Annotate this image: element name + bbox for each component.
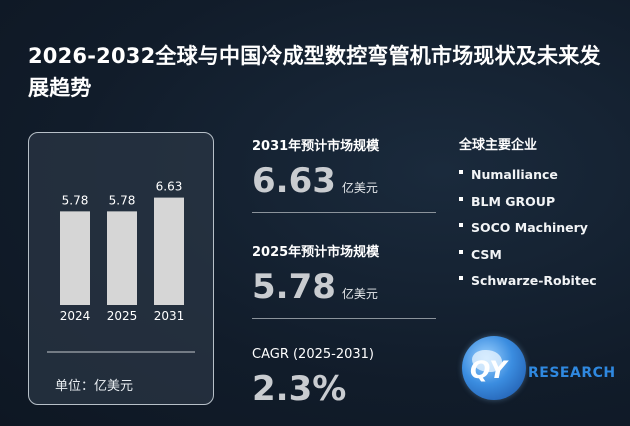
bar-2031 xyxy=(154,197,184,305)
logo-qy: QY xyxy=(470,356,507,384)
bar-2025 xyxy=(107,211,137,305)
stat-2025-unit: 亿美元 xyxy=(341,287,378,301)
value-label: 5.78 xyxy=(109,193,136,207)
x-tick-label: 2031 xyxy=(154,309,185,323)
stat-cagr-value: 2.3% xyxy=(252,369,347,409)
page-title: 2026-2032全球与中国冷成型数控弯管机市场现状及未来发展趋势 xyxy=(28,44,601,100)
stat-cagr-label: CAGR (2025-2031) xyxy=(252,347,374,362)
company-item: SOCO Machinery xyxy=(459,220,597,247)
qyresearch-logo: QY RESEARCH xyxy=(462,336,615,406)
bar-2024 xyxy=(60,211,90,305)
globe-icon xyxy=(462,336,526,400)
stat-2031: 2031年预计市场规模 6.63 亿美元 xyxy=(252,135,379,198)
bar-chart: 5.78 2024 5.78 2025 6.63 2031 xyxy=(47,180,195,353)
company-item: BLM GROUP xyxy=(459,194,597,221)
divider xyxy=(252,212,436,213)
value-label: 5.78 xyxy=(62,193,89,207)
divider xyxy=(252,318,436,319)
stat-cagr: CAGR (2025-2031) 2.3% xyxy=(252,347,374,406)
company-item: Numalliance xyxy=(459,167,597,194)
company-item: CSM xyxy=(459,247,597,274)
stat-2031-value: 6.63 xyxy=(252,161,336,201)
companies-section: 全球主要企业 Numalliance BLM GROUP SOCO Machin… xyxy=(459,134,597,300)
value-label: 6.63 xyxy=(156,180,183,194)
chart-card: 5.78 2024 5.78 2025 6.63 2031 单位：亿美元 xyxy=(28,132,214,405)
x-tick-label: 2024 xyxy=(60,309,91,323)
company-item: Schwarze-Robitec xyxy=(459,273,597,300)
unit-label: 单位：亿美元 xyxy=(55,379,134,394)
logo-research: RESEARCH xyxy=(528,365,616,381)
stat-2031-label: 2031年预计市场规模 xyxy=(252,139,380,154)
stat-2025-label: 2025年预计市场规模 xyxy=(252,245,380,260)
x-tick-label: 2025 xyxy=(107,309,138,323)
stat-2031-unit: 亿美元 xyxy=(341,181,378,195)
stat-2025-value: 5.78 xyxy=(252,267,336,307)
stat-2025: 2025年预计市场规模 5.78 亿美元 xyxy=(252,241,379,304)
companies-title: 全球主要企业 xyxy=(459,138,538,153)
company-list: Numalliance BLM GROUP SOCO Machinery CSM… xyxy=(459,167,597,300)
